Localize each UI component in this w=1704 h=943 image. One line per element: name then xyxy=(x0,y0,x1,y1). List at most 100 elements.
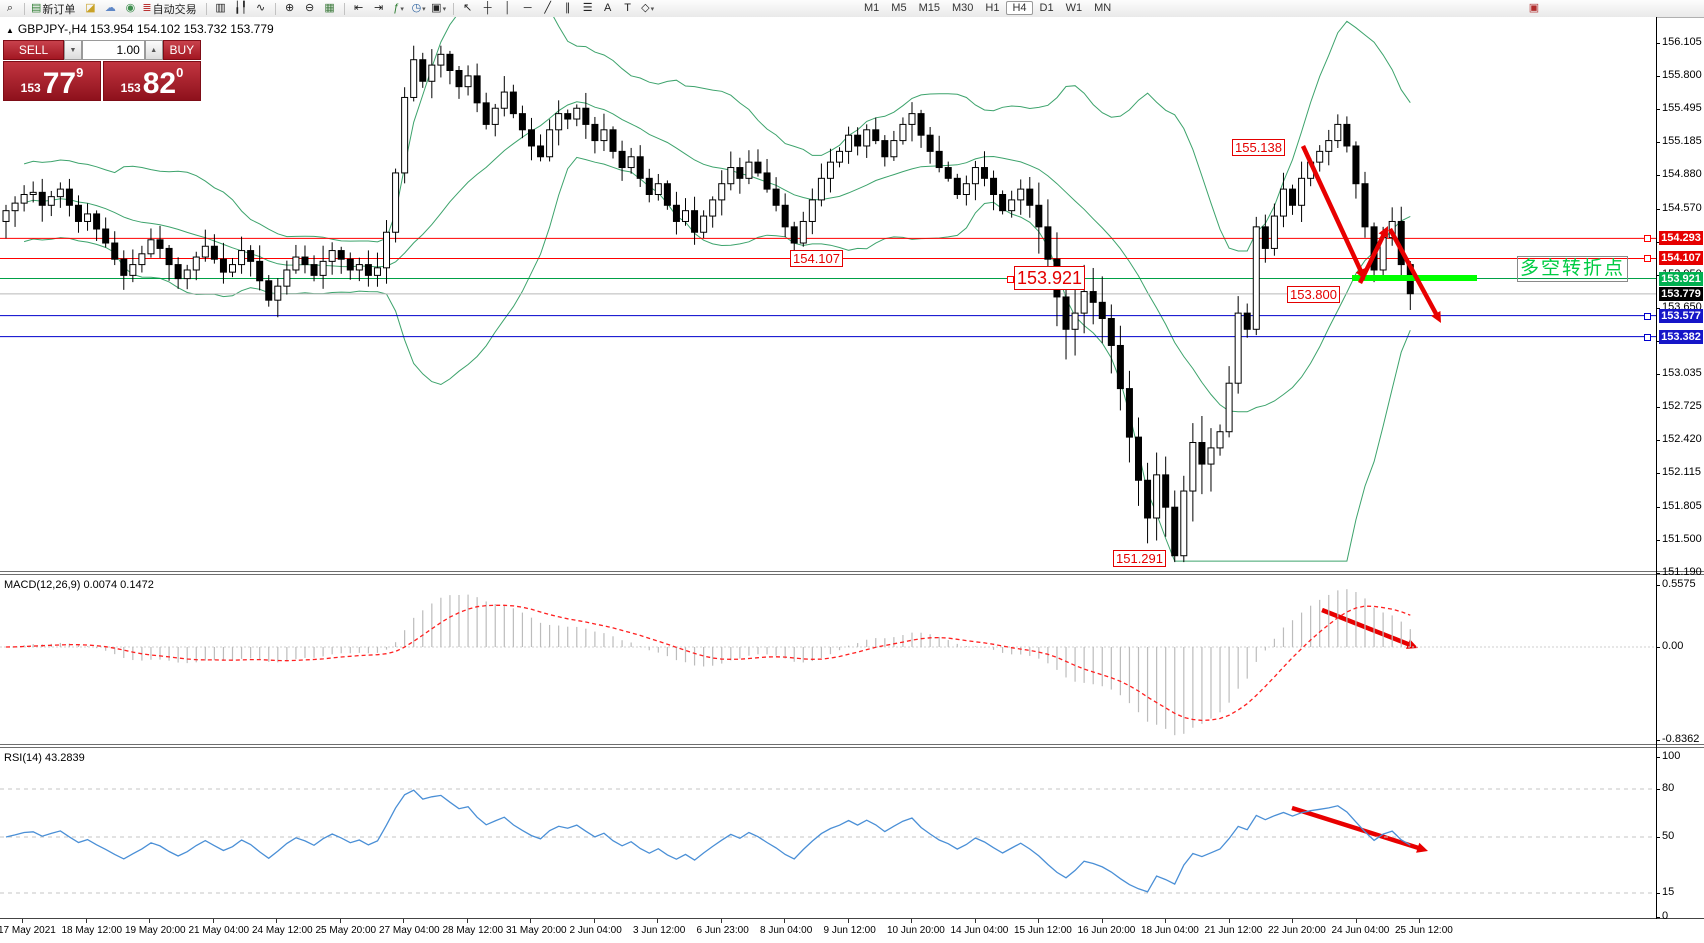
price-note-151.291[interactable]: 151.291 xyxy=(1113,550,1166,567)
horizontal-line-tool[interactable]: ─ xyxy=(523,2,532,14)
tf-h4[interactable]: H4 xyxy=(1006,1,1033,15)
sell-price-button[interactable]: 153 77 9 xyxy=(3,61,101,101)
tf-mn[interactable]: MN xyxy=(1094,2,1112,14)
label-tool[interactable]: T xyxy=(624,2,631,14)
tf-m1[interactable]: M1 xyxy=(864,2,880,14)
text-tool[interactable]: A xyxy=(603,2,612,14)
time-axis-label[interactable]: 16 Jun 20:00 xyxy=(1077,925,1136,936)
tf-w1[interactable]: W1 xyxy=(1065,2,1083,14)
tile-windows-icon[interactable]: ▦ xyxy=(324,2,335,14)
bollinger-middle-band[interactable] xyxy=(23,101,1411,413)
time-axis-label[interactable]: 25 May 20:00 xyxy=(315,925,377,936)
bollinger-upper-band[interactable] xyxy=(23,17,1411,252)
price-chart-pane[interactable] xyxy=(0,17,1656,573)
channel-tool[interactable]: ∥ xyxy=(564,2,571,14)
time-axis-label[interactable]: 17 May 2021 xyxy=(0,925,56,936)
time-axis-label[interactable]: 21 May 04:00 xyxy=(188,925,250,936)
line-handle[interactable] xyxy=(1007,275,1014,283)
time-axis-label[interactable]: 28 May 12:00 xyxy=(442,925,504,936)
time-axis-label[interactable]: 25 Jun 12:00 xyxy=(1395,925,1453,936)
time-axis-label[interactable]: 15 Jun 12:00 xyxy=(1014,925,1072,936)
buy-price-button[interactable]: 153 82 0 xyxy=(103,61,201,101)
time-axis-label[interactable]: 14 Jun 04:00 xyxy=(950,925,1009,936)
collapse-icon[interactable]: ▲ xyxy=(6,26,14,35)
trend-arrow[interactable] xyxy=(1300,145,1365,275)
indicators-button[interactable]: ƒ ▾ xyxy=(390,1,408,16)
volume-increase-button[interactable]: ▲ xyxy=(144,40,163,60)
zoom-out-icon[interactable]: ⊖ xyxy=(305,2,315,14)
time-axis-label[interactable]: 9 Jun 12:00 xyxy=(823,925,876,936)
templates-button[interactable]: ▣ ▾ xyxy=(430,1,448,16)
trend-arrow[interactable] xyxy=(1291,805,1423,852)
tf-d1[interactable]: D1 xyxy=(1039,2,1054,14)
trend-arrow[interactable] xyxy=(1321,607,1413,648)
line-handle[interactable] xyxy=(1644,255,1651,263)
profile-icon[interactable]: ◪ xyxy=(85,2,96,14)
cloud-icon[interactable]: ☁ xyxy=(104,2,116,14)
signal-icon[interactable]: ◉ xyxy=(125,2,136,14)
tf-h1[interactable]: H1 xyxy=(985,2,1000,14)
search-icon[interactable]: ⌕ xyxy=(6,2,14,14)
time-axis-label[interactable]: 27 May 04:00 xyxy=(379,925,440,936)
macd-pane[interactable] xyxy=(0,575,1656,744)
sell-button[interactable]: SELL xyxy=(3,40,65,60)
time-axis-label[interactable]: 31 May 20:00 xyxy=(506,925,567,936)
rsi-pane[interactable] xyxy=(0,748,1656,918)
time-axis-label[interactable]: 8 Jun 04:00 xyxy=(760,925,813,936)
trend-arrow-head[interactable] xyxy=(1431,311,1441,323)
zoom-in-icon[interactable]: ⊕ xyxy=(285,2,295,14)
auto-scroll-icon[interactable]: ⇤ xyxy=(354,2,364,14)
chart-shift-icon[interactable]: ⇥ xyxy=(374,2,384,14)
line-handle[interactable] xyxy=(1644,235,1651,243)
price-note-153.800[interactable]: 153.800 xyxy=(1287,286,1340,303)
pane-separator[interactable] xyxy=(0,574,1704,575)
time-axis-label[interactable]: 22 Jun 20:00 xyxy=(1268,925,1326,936)
line-handle[interactable] xyxy=(1644,312,1651,320)
buy-button[interactable]: BUY xyxy=(162,40,201,60)
volume-input[interactable]: 1.00 xyxy=(81,40,145,60)
pane-separator[interactable] xyxy=(0,744,1704,745)
tf-m15[interactable]: M15 xyxy=(918,2,940,14)
time-axis-label[interactable]: 24 Jun 04:00 xyxy=(1331,925,1390,936)
pane-separator[interactable] xyxy=(0,747,1704,748)
time-axis-label[interactable]: 6 Jun 23:00 xyxy=(696,925,749,936)
price-note-153.921[interactable]: 153.921 xyxy=(1014,266,1086,290)
price-note-155.138[interactable]: 155.138 xyxy=(1232,139,1285,156)
time-axis-label[interactable]: 21 Jun 12:00 xyxy=(1204,925,1263,936)
tf-m5[interactable]: M5 xyxy=(891,2,907,14)
volume-decrease-button[interactable]: ▼ xyxy=(64,40,82,60)
line-handle[interactable] xyxy=(1644,333,1651,341)
cursor-tool[interactable]: ↖ xyxy=(463,2,473,14)
fibonacci-tool[interactable]: ☰ xyxy=(582,2,593,14)
turning-point-note[interactable]: 多空转折点 xyxy=(1517,256,1629,282)
time-axis-label[interactable]: 10 Jun 20:00 xyxy=(887,925,945,936)
time-axis-label[interactable]: 2 Jun 04:00 xyxy=(569,925,622,936)
trend-arrow[interactable] xyxy=(1388,227,1440,318)
candle-body xyxy=(74,204,82,222)
time-axis-label[interactable]: 3 Jun 12:00 xyxy=(633,925,686,936)
trend-arrow-head[interactable] xyxy=(1378,226,1388,238)
price-note-154.107[interactable]: 154.107 xyxy=(790,250,843,267)
trend-arrow[interactable] xyxy=(1357,231,1387,284)
candlestick-chart-icon[interactable]: ╽╿ xyxy=(234,2,248,14)
periods-clock-button[interactable]: ◷ ▾ xyxy=(410,1,428,16)
time-axis-border xyxy=(0,918,1704,919)
time-axis-label[interactable]: 24 May 12:00 xyxy=(252,925,313,936)
crosshair-tool[interactable]: ┼ xyxy=(483,2,492,14)
trend-arrow-head[interactable] xyxy=(1416,842,1428,853)
pane-separator[interactable] xyxy=(0,571,1704,572)
vertical-line-tool[interactable]: │ xyxy=(504,2,512,14)
line-chart-icon[interactable]: ∿ xyxy=(256,2,266,14)
trend-arrow-head[interactable] xyxy=(1406,639,1418,649)
time-axis-label[interactable]: 18 Jun 04:00 xyxy=(1141,925,1199,936)
bollinger-lower-band[interactable] xyxy=(23,156,1411,562)
trendline-tool[interactable]: ╱ xyxy=(544,2,551,14)
new-order-button[interactable]: ▤ 新订单 xyxy=(30,1,79,16)
auto-trading-button[interactable]: ≣ 自动交易 xyxy=(141,1,200,16)
new-chart-icon[interactable]: ▣ xyxy=(1528,2,1540,14)
bar-chart-icon[interactable]: ▥ xyxy=(215,2,226,14)
time-axis-label[interactable]: 18 May 12:00 xyxy=(61,925,123,936)
tf-m30[interactable]: M30 xyxy=(951,2,974,14)
shapes-tool[interactable]: ◇ ▾ xyxy=(641,2,655,14)
time-axis-label[interactable]: 19 May 20:00 xyxy=(125,925,186,936)
